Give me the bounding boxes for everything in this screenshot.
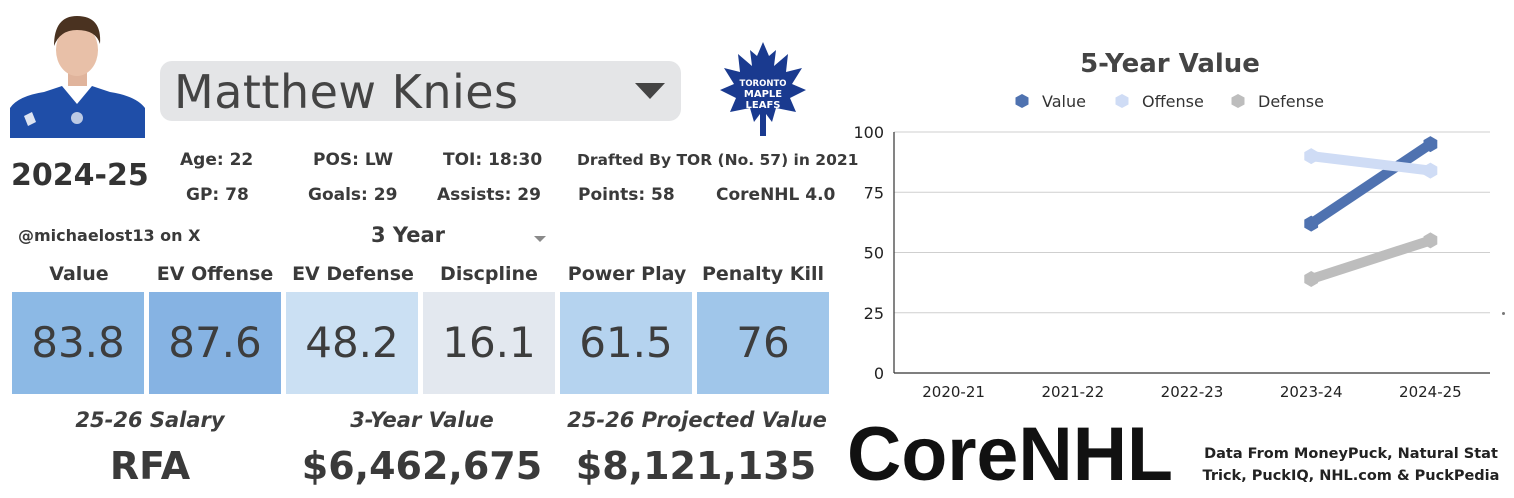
- author-handle: @michaelost13 on X: [18, 226, 201, 245]
- data-point-offense-2023-24: [1304, 148, 1319, 165]
- salary-value: RFA: [109, 444, 191, 488]
- rating-box-ev-defense: 48.2: [286, 292, 418, 394]
- corenhl-wordmark-text: CoreNHL: [847, 418, 1173, 490]
- x-tick-2020-21: 2020-21: [922, 383, 985, 401]
- player-select[interactable]: Matthew Knies: [160, 61, 681, 121]
- corenhl-wordmark: CoreNHL: [847, 412, 1177, 497]
- player-name: Matthew Knies: [174, 65, 519, 119]
- rating-header-power-play: Power Play: [567, 263, 687, 285]
- x-tick-2023-24: 2023-24: [1280, 383, 1343, 401]
- legend-label-offense: Offense: [1142, 92, 1204, 111]
- series-line-value: [1308, 139, 1434, 228]
- y-tick-75: 75: [864, 183, 884, 202]
- goals-stat: Goals: 29: [308, 185, 398, 205]
- period-select[interactable]: 3 Year: [371, 223, 445, 247]
- legend-swatch-value: [1015, 94, 1029, 108]
- season-label: 2024-25: [11, 158, 149, 193]
- logo-text-toronto: TORONTO: [740, 79, 787, 89]
- legend-item-offense: Offense: [1114, 92, 1204, 111]
- data-point-value-2024-25: [1423, 136, 1438, 153]
- projected-value-label: 25-26 Projected Value: [567, 408, 827, 432]
- legend-label-value: Value: [1042, 92, 1086, 111]
- position-stat: POS: LW: [313, 150, 394, 170]
- logo-text-leafs: LEAFS: [746, 100, 781, 111]
- legend-item-value: Value: [1014, 92, 1086, 111]
- y-tick-25: 25: [864, 304, 884, 323]
- data-point-defense-2024-25: [1423, 232, 1438, 249]
- x-tick-2024-25: 2024-25: [1399, 383, 1462, 401]
- legend-swatch-defense: [1231, 94, 1245, 108]
- rating-box-penalty-kill: 76: [697, 292, 829, 394]
- draft-info: Drafted By TOR (No. 57) in 2021: [577, 151, 859, 169]
- chevron-down-icon[interactable]: [534, 236, 546, 242]
- y-tick-50: 50: [864, 244, 884, 263]
- three-year-value: $6,462,675: [301, 444, 543, 488]
- rating-box-value: 83.8: [12, 292, 144, 394]
- salary-label: 25-26 Salary: [75, 408, 225, 432]
- toi-stat: TOI: 18:30: [443, 150, 543, 170]
- rating-header-value: Value: [49, 263, 109, 285]
- chevron-down-icon[interactable]: [635, 83, 665, 99]
- three-year-value-label: 3-Year Value: [350, 408, 494, 432]
- rating-header-penalty-kill: Penalty Kill: [701, 263, 824, 285]
- data-point-value-2023-24: [1304, 215, 1319, 232]
- rating-box-ev-offense: 87.6: [149, 292, 281, 394]
- rating-header-discipline: Discpline: [440, 263, 538, 285]
- points-stat: Points: 58: [578, 185, 675, 205]
- legend-item-defense: Defense: [1230, 92, 1324, 111]
- corenhl-version: CoreNHL 4.0: [716, 185, 836, 205]
- y-tick-100: 100: [853, 123, 884, 142]
- x-tick-2021-22: 2021-22: [1041, 383, 1104, 401]
- y-tick-0: 0: [874, 364, 884, 383]
- series-line-defense: [1309, 235, 1432, 284]
- x-tick-2022-23: 2022-23: [1161, 383, 1224, 401]
- legend-swatch-offense: [1115, 94, 1129, 108]
- series-line-offense: [1310, 151, 1432, 176]
- assists-stat: Assists: 29: [437, 185, 541, 205]
- data-credits: Data From MoneyPuck, Natural Stat Trick,…: [1202, 446, 1500, 484]
- rating-box-discipline: 16.1: [423, 292, 555, 394]
- data-point-defense-2023-24: [1304, 271, 1319, 287]
- chart-title: 5-Year Value: [1080, 49, 1260, 79]
- five-year-value-chart: 0 25 50 75 100 2020-21 2021-22 2022-23 2023-24 20…: [853, 123, 1490, 401]
- decorative-dot: [1502, 312, 1505, 315]
- team-logo: TORONTO MAPLE LEAFS: [718, 40, 808, 138]
- rating-box-power-play: 61.5: [560, 292, 692, 394]
- logo-text-maple: MAPLE: [744, 89, 782, 100]
- player-photo: [10, 12, 145, 138]
- gp-stat: GP: 78: [186, 185, 249, 205]
- data-point-offense-2024-25: [1423, 162, 1438, 179]
- rating-header-ev-offense: EV Offense: [156, 263, 274, 285]
- legend-label-defense: Defense: [1258, 92, 1324, 111]
- projected-value: $8,121,135: [575, 444, 817, 488]
- rating-header-ev-defense: EV Defense: [292, 263, 414, 285]
- age-stat: Age: 22: [180, 150, 254, 170]
